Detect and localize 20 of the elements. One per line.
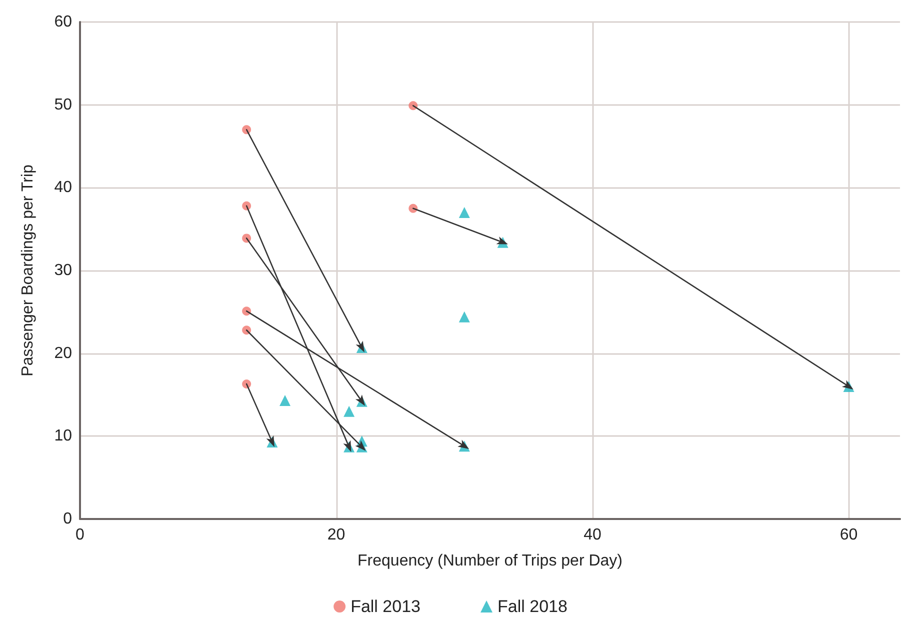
point	[408, 101, 418, 110]
y-tick-label: 30	[54, 262, 72, 279]
y-tick-label: 50	[54, 96, 72, 114]
point	[458, 311, 470, 322]
point	[458, 207, 470, 218]
x-tick-label: 60	[840, 526, 858, 544]
point	[344, 406, 355, 417]
y-tick-label: 60	[54, 14, 72, 30]
y-axis-title: Passenger Boardings per Trip	[20, 164, 36, 376]
y-tick-label: 10	[54, 428, 72, 445]
y-tick-label: 0	[63, 510, 72, 528]
point	[280, 395, 290, 406]
x-tick-label: 40	[584, 526, 602, 544]
x-tick-label: 0	[76, 526, 85, 544]
x-axis-title: Frequency (Number of Trips per Day)	[358, 552, 622, 570]
y-tick-label: 40	[54, 179, 72, 196]
legend-label: Fall 2013	[350, 597, 421, 616]
y-tick-label: 20	[54, 344, 72, 362]
x-tick-label: 20	[327, 526, 346, 544]
legend-label: Fall 2018	[498, 597, 568, 616]
